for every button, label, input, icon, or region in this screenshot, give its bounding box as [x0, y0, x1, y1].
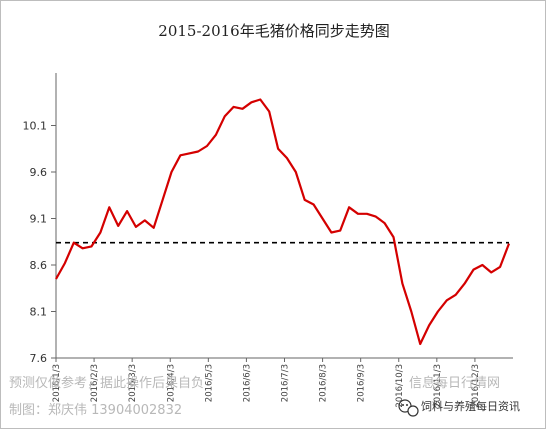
y-ticks: 7.6 8.1 8.6 9.1 9.6 10.1: [23, 120, 56, 365]
x-tick-label: 2016/4/3: [166, 364, 176, 402]
brand-badge: 饲料与养殖每日资讯: [398, 399, 520, 417]
chart-title: 2015-2016年毛猪价格同步走势图: [158, 22, 389, 40]
wechat-icon: [398, 399, 419, 417]
x-tick-label: 2016/12/3: [471, 364, 481, 408]
x-tick-label: 2016/5/3: [204, 364, 214, 402]
y-tick-label: 10.1: [23, 120, 48, 133]
watermark-faint: 信息每日行情网: [409, 375, 500, 391]
watermark-line-1: 预测仅做参考，据此操作后果自负: [9, 375, 204, 391]
x-tick-label: 2016/7/3: [281, 364, 291, 402]
x-tick-label: 2016/3/3: [128, 364, 138, 402]
brand-text: 饲料与养殖每日资讯: [421, 399, 520, 413]
x-tick-label: 2016/1/3: [52, 364, 62, 402]
y-tick-label: 9.1: [30, 213, 48, 226]
y-tick-label: 8.6: [30, 259, 48, 272]
y-tick-label: 7.6: [30, 352, 48, 365]
x-tick-label: 2016/10/3: [395, 364, 405, 408]
x-ticks: 2016/1/3 2016/2/3 2016/3/3 2016/4/3 2016/5/3…: [52, 358, 481, 408]
y-tick-label: 8.1: [30, 306, 48, 319]
x-tick-label: 2016/6/3: [242, 364, 252, 402]
y-tick-label: 9.6: [30, 166, 48, 179]
x-tick-label: 2016/9/3: [357, 364, 367, 402]
x-tick-label: 2016/8/3: [319, 364, 329, 402]
watermark-line-2: 制图：郑庆伟 13904002832: [9, 403, 182, 418]
x-tick-label: 2016/2/3: [90, 364, 100, 402]
series-group: [55, 98, 511, 346]
x-tick-label: 2016/11/3: [433, 364, 443, 408]
series-line: [55, 98, 511, 346]
